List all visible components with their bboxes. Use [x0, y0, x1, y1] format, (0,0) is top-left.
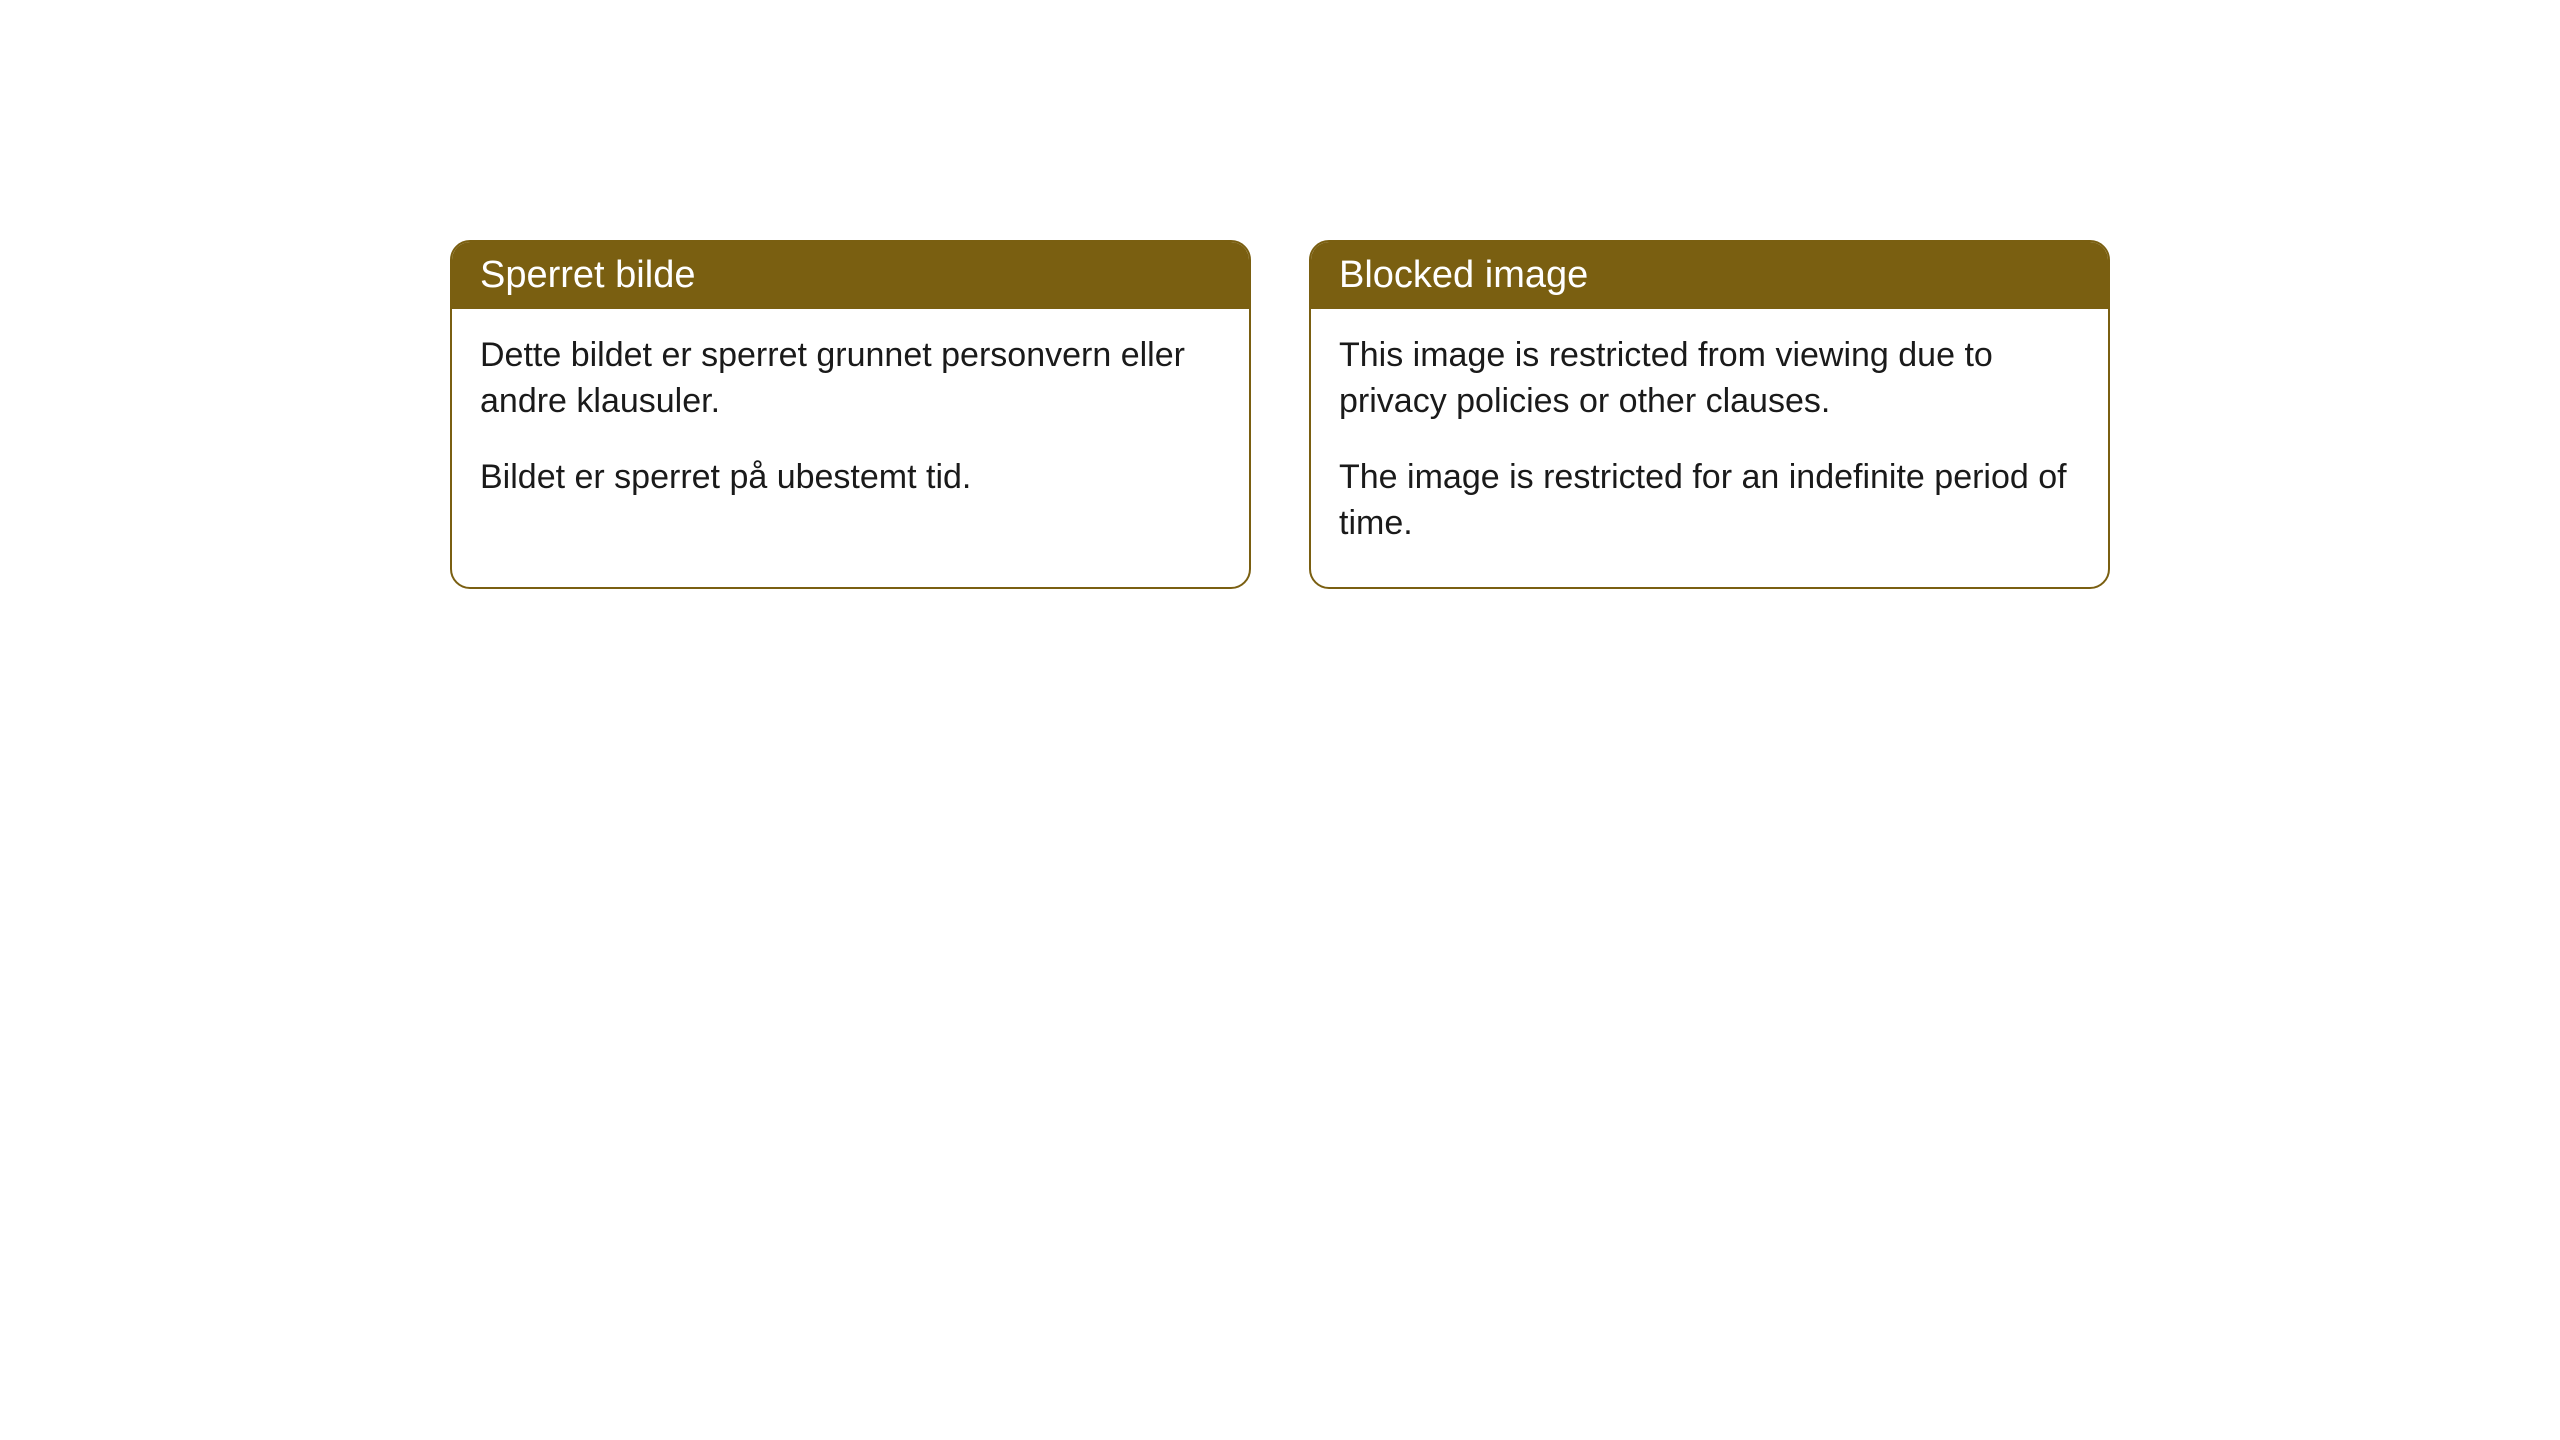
card-title: Sperret bilde [480, 254, 695, 296]
card-header: Blocked image [1311, 242, 2108, 309]
cards-container: Sperret bilde Dette bildet er sperret gr… [450, 240, 2110, 589]
card-title: Blocked image [1339, 254, 1588, 296]
card-paragraph-2: The image is restricted for an indefinit… [1339, 455, 2080, 547]
card-paragraph-2: Bildet er sperret på ubestemt tid. [480, 455, 1221, 501]
card-paragraph-1: Dette bildet er sperret grunnet personve… [480, 333, 1221, 425]
card-body: This image is restricted from viewing du… [1311, 309, 2108, 587]
card-body: Dette bildet er sperret grunnet personve… [452, 309, 1249, 541]
blocked-image-card-norwegian: Sperret bilde Dette bildet er sperret gr… [450, 240, 1251, 589]
blocked-image-card-english: Blocked image This image is restricted f… [1309, 240, 2110, 589]
card-paragraph-1: This image is restricted from viewing du… [1339, 333, 2080, 425]
card-header: Sperret bilde [452, 242, 1249, 309]
